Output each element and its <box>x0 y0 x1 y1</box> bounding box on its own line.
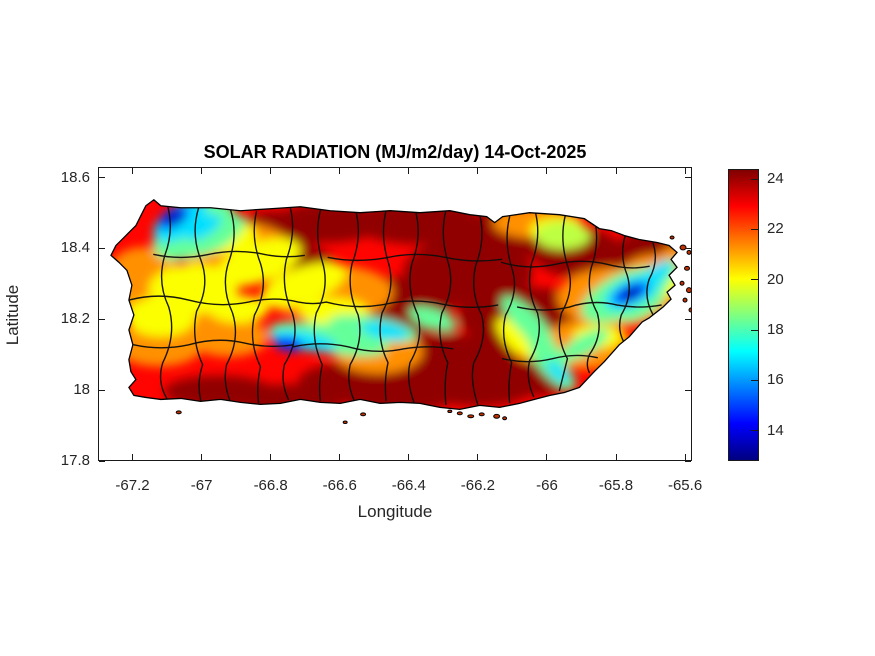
y-tick-mark <box>99 318 105 320</box>
x-tick-mark-top <box>408 168 410 174</box>
x-tick-label: -66.4 <box>391 477 426 494</box>
x-tick-label: -65.6 <box>667 477 703 494</box>
x-tick-label: -66.8 <box>253 477 288 494</box>
colorbar <box>728 169 759 461</box>
x-tick-label: -67.2 <box>115 477 150 494</box>
radiation-blob <box>270 330 337 352</box>
x-tick-mark <box>615 454 617 460</box>
y-tick-mark <box>99 247 105 249</box>
radiation-blob <box>639 261 672 290</box>
y-tick-mark-right <box>685 318 691 320</box>
chart-title: SOLAR RADIATION (MJ/m2/day) 14-Oct-2025 <box>203 142 587 162</box>
x-tick-mark <box>270 454 272 460</box>
x-tick-mark-top <box>132 168 134 174</box>
x-tick-label: -65.8 <box>598 477 634 494</box>
y-tick-label: 17.8 <box>60 452 90 469</box>
x-tick-mark <box>546 454 548 460</box>
colorbar-tick-label: 24 <box>767 170 784 188</box>
offshore-islets <box>175 235 691 425</box>
colorbar-tick-label: 14 <box>767 421 784 439</box>
puerto-rico-heatmap <box>110 198 691 425</box>
y-tick-label: 18 <box>73 381 90 399</box>
colorbar-tick-label: 20 <box>767 270 784 288</box>
x-tick-mark-top <box>477 168 479 174</box>
coastline <box>110 198 678 410</box>
plot-area <box>98 167 692 461</box>
x-tick-mark-top <box>201 168 203 174</box>
x-tick-label: -67 <box>190 477 213 494</box>
radiation-blob <box>188 316 269 357</box>
radiation-blob <box>273 336 303 352</box>
municipal-boundaries <box>128 202 662 406</box>
y-tick-mark-right <box>685 460 691 462</box>
y-tick-mark-right <box>685 389 691 391</box>
y-tick-label: 18.2 <box>60 310 90 328</box>
x-tick-mark-top <box>684 168 686 174</box>
x-axis-label: Longitude <box>357 502 433 521</box>
colorbar-tick-mark <box>751 329 758 331</box>
x-tick-mark <box>201 454 203 460</box>
y-tick-label: 18.6 <box>60 168 90 186</box>
x-tick-label: -66 <box>536 477 558 494</box>
radiation-blob <box>409 306 457 332</box>
y-tick-label: 18.4 <box>60 239 90 257</box>
y-tick-mark-right <box>685 247 691 249</box>
colorbar-tick-mark <box>751 430 758 432</box>
x-tick-mark-top <box>339 168 341 174</box>
colorbar-tick-mark <box>751 228 758 230</box>
x-tick-label: -66.2 <box>460 477 495 494</box>
x-tick-mark-top <box>270 168 272 174</box>
x-tick-label: -66.6 <box>322 477 357 494</box>
radiation-blob <box>559 328 609 362</box>
x-tick-mark-top <box>615 168 617 174</box>
radiation-blob <box>126 296 196 337</box>
radiation-field <box>110 199 678 410</box>
colorbar-tick-mark <box>751 279 758 281</box>
colorbar-tick-mark <box>751 178 758 180</box>
radiation-blob <box>208 295 269 324</box>
radiation-blob <box>622 287 641 300</box>
radiation-blob <box>114 322 204 367</box>
colorbar-tick-label: 22 <box>767 220 784 238</box>
radiation-blob <box>496 317 539 361</box>
x-tick-mark <box>684 454 686 460</box>
colorbar-tick-label: 16 <box>767 371 784 389</box>
radiation-blob <box>167 212 184 225</box>
colorbar-tick-mark <box>751 379 758 381</box>
x-tick-mark <box>132 454 134 460</box>
y-tick-mark <box>99 460 105 462</box>
radiation-blob <box>361 321 409 340</box>
colorbar-tick-label: 18 <box>767 321 784 339</box>
y-tick-mark-right <box>685 177 691 179</box>
x-tick-mark <box>477 454 479 460</box>
x-tick-mark-top <box>546 168 548 174</box>
radiation-blob <box>215 238 301 287</box>
y-axis-label: Latitude <box>3 284 22 346</box>
x-tick-mark <box>408 454 410 460</box>
x-tick-mark <box>339 454 341 460</box>
y-tick-mark <box>99 177 105 179</box>
radiation-blob <box>182 214 245 258</box>
y-tick-mark <box>99 389 105 391</box>
